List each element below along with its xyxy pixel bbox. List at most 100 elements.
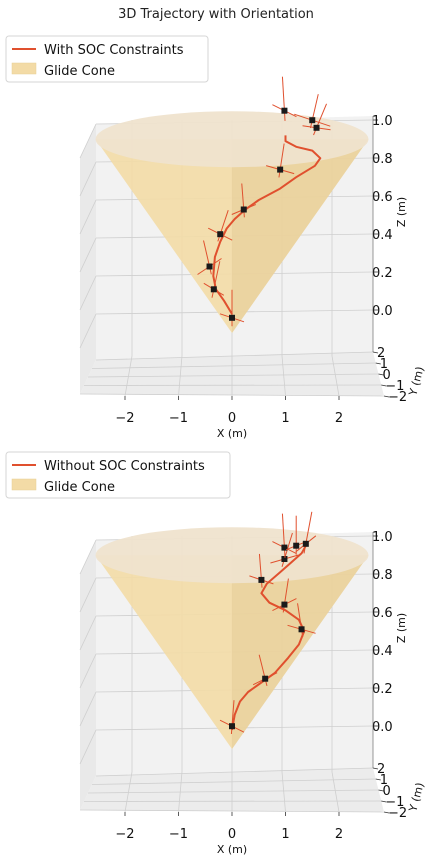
z-tick-label: 0.4	[372, 228, 393, 243]
y-tick-mark	[375, 362, 381, 365]
z-tick-label: 0.6	[372, 606, 393, 621]
grid-line-z-left	[79, 275, 97, 311]
grid-line-y-floor	[95, 351, 374, 361]
x-tick-label: 1	[281, 411, 289, 426]
legend-box	[5, 35, 209, 83]
trajectory-marker	[313, 124, 320, 131]
grid-line-z-left	[79, 729, 97, 765]
trajectory-marker	[206, 263, 213, 270]
bottom-trajectory-panel: −2 −1 0 1 2X (m)0.00.20.40.60.81.0Z (m)210−1…	[5, 451, 427, 856]
z-tick-label: 0.0	[372, 304, 393, 319]
trajectory-marker	[281, 556, 288, 562]
trajectory-marker	[293, 542, 300, 549]
legend-label-trajectory: Without SOC Constraints	[44, 459, 205, 474]
grid-line-y-floor	[79, 393, 385, 397]
x-tick-label: −1	[169, 411, 188, 426]
grid-line-z-left	[79, 199, 97, 235]
y-tick-mark	[372, 351, 379, 354]
y-tick-label: −2	[388, 806, 407, 821]
z-tick-label: 1.0	[372, 530, 393, 545]
grid-line-x-floor	[124, 355, 133, 397]
y-tick-mark	[378, 789, 384, 792]
trajectory-marker	[240, 206, 247, 213]
legend-label-cone: Glide Cone	[44, 480, 115, 495]
x-tick-label: 0	[228, 827, 236, 842]
legend-box	[5, 451, 231, 499]
grid-line-z-left	[79, 691, 97, 727]
glide-cone-shade	[232, 555, 369, 749]
trajectory-marker	[298, 626, 305, 633]
y-tick-mark	[383, 395, 390, 398]
trajectory-marker	[258, 576, 265, 583]
x-tick-label: 2	[335, 827, 343, 842]
left-pane	[80, 540, 96, 810]
grid-line-y-floor	[87, 373, 379, 378]
glide-cone-shade	[232, 139, 369, 333]
trajectory-marker	[281, 107, 288, 114]
legend-label-cone: Glide Cone	[44, 64, 115, 79]
y-tick-label: 0	[383, 784, 391, 799]
grid-line-z-left	[79, 161, 97, 197]
x-tick-label: −2	[115, 411, 134, 426]
trajectory-marker	[229, 314, 235, 321]
grid-line-y-floor	[91, 362, 376, 369]
z-tick-label: 0.2	[372, 266, 393, 281]
x-tick-label: 1	[281, 827, 289, 842]
trajectory-marker	[277, 166, 284, 173]
y-tick-mark	[383, 811, 390, 814]
z-tick-label: 0.8	[372, 568, 393, 583]
grid-line-z-left	[79, 539, 97, 575]
glide-cone-top	[95, 111, 369, 168]
grid-line-x-floor	[331, 771, 340, 813]
trajectory-marker	[262, 675, 269, 682]
z-tick-label: 0.6	[372, 190, 393, 205]
grid-line-x-floor	[281, 355, 286, 397]
grid-line-y-floor	[91, 778, 376, 785]
grid-line-z-left	[79, 653, 97, 689]
x-axis-label: X (m)	[217, 843, 247, 856]
trajectory-marker	[229, 723, 235, 730]
z-tick-label: 0.2	[372, 682, 393, 697]
grid-line-z-left	[79, 577, 97, 613]
y-tick-label: 1	[380, 357, 388, 372]
y-tick-mark	[375, 778, 381, 781]
y-tick-mark	[372, 767, 379, 770]
trajectory-marker	[217, 231, 224, 238]
y-tick-label: 2	[377, 346, 385, 361]
z-tick-label: 1.0	[372, 114, 393, 129]
trajectory-line	[212, 135, 322, 315]
grid-line-y-floor	[87, 789, 379, 794]
x-axis-label: X (m)	[217, 427, 247, 440]
y-axis-label: Y (m)	[406, 781, 426, 814]
legend-label-trajectory: With SOC Constraints	[44, 43, 184, 58]
figure-title: 3D Trajectory with Orientation	[118, 7, 314, 22]
y-tick-label: −2	[388, 390, 407, 405]
trajectory-marker	[281, 601, 288, 608]
grid-line-x-floor	[331, 355, 340, 397]
grid-line-y-floor	[95, 767, 374, 777]
x-tick-label: 2	[335, 411, 343, 426]
y-tick-mark	[378, 373, 384, 376]
grid-line-y-floor	[83, 384, 382, 386]
z-tick-label: 0.0	[372, 720, 393, 735]
y-tick-label: −1	[385, 795, 404, 810]
top-trajectory-panel: −2 −1 0 1 2X (m)0.00.20.40.60.81.0Z (m)210−1…	[5, 35, 427, 440]
grid-line-y-floor	[83, 800, 382, 802]
trajectory-marker	[281, 544, 288, 551]
x-tick-label: 0	[228, 411, 236, 426]
y-axis-label: Y (m)	[406, 365, 426, 398]
grid-line-z-left	[79, 237, 97, 273]
left-pane	[80, 124, 96, 394]
trajectory-line	[231, 543, 308, 731]
legend-patch-swatch	[11, 62, 37, 75]
grid-line-z-left	[79, 123, 97, 159]
legend-patch-swatch	[11, 478, 37, 491]
trajectory-marker	[309, 117, 316, 124]
trajectory-marker	[210, 286, 217, 293]
z-tick-label: 0.8	[372, 152, 393, 167]
grid-line-z-left	[79, 313, 97, 349]
y-tick-label: 1	[380, 773, 388, 788]
y-tick-label: 2	[377, 762, 385, 777]
y-tick-label: 0	[383, 368, 391, 383]
x-tick-label: −2	[115, 827, 134, 842]
